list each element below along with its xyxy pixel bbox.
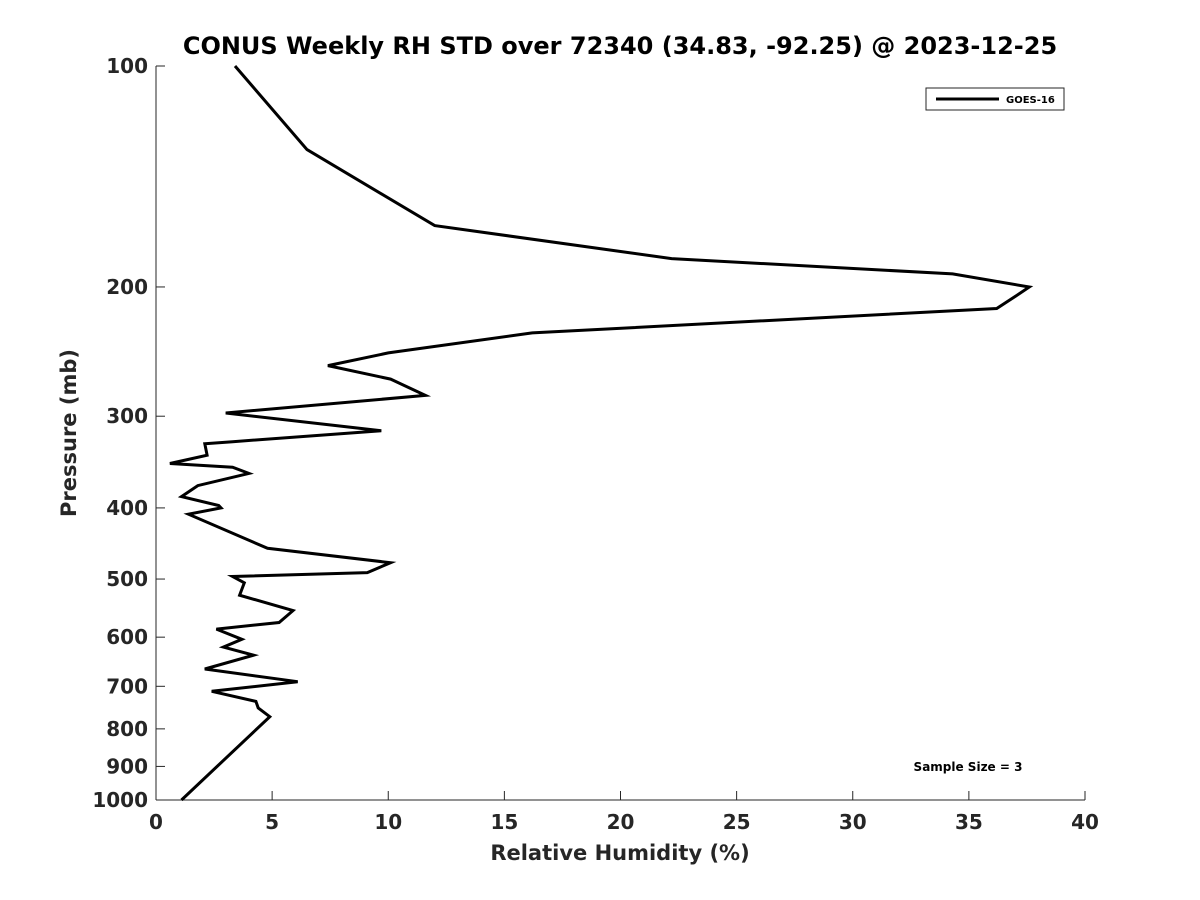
y-tick-label: 500 [106,567,148,591]
y-tick-label: 200 [106,275,148,299]
y-tick-label: 700 [106,674,148,698]
sample-size-annotation: Sample Size = 3 [914,760,1023,774]
x-tick-label: 15 [490,810,518,834]
y-tick-label: 400 [106,496,148,520]
y-tick-label: 800 [106,717,148,741]
y-axis-label: Pressure (mb) [57,349,81,517]
series-line-goes-16 [169,65,1034,802]
y-tick-label: 600 [106,625,148,649]
x-tick-label: 30 [839,810,867,834]
series-layer [169,65,1034,802]
x-tick-label: 5 [265,810,279,834]
y-tick-label: 1000 [92,788,148,812]
legend: GOES-16 [925,87,1065,111]
legend-label-goes-16: GOES-16 [1006,95,1055,106]
y-tick-label: 300 [106,404,148,428]
x-ticks: 0 5 10 15 20 25 30 35 40 [149,791,1099,834]
chart-title: CONUS Weekly RH STD over 72340 (34.83, -… [183,32,1057,60]
y-ticks: 100 200 300 400 500 600 700 800 900 1000 [92,54,165,812]
x-axis-label: Relative Humidity (%) [490,841,749,865]
x-tick-label: 35 [955,810,983,834]
x-tick-label: 10 [374,810,402,834]
x-tick-label: 0 [149,810,163,834]
x-tick-label: 20 [607,810,635,834]
y-tick-label: 900 [106,754,148,778]
x-tick-label: 25 [723,810,751,834]
x-tick-label: 40 [1071,810,1099,834]
y-tick-label: 100 [106,54,148,78]
